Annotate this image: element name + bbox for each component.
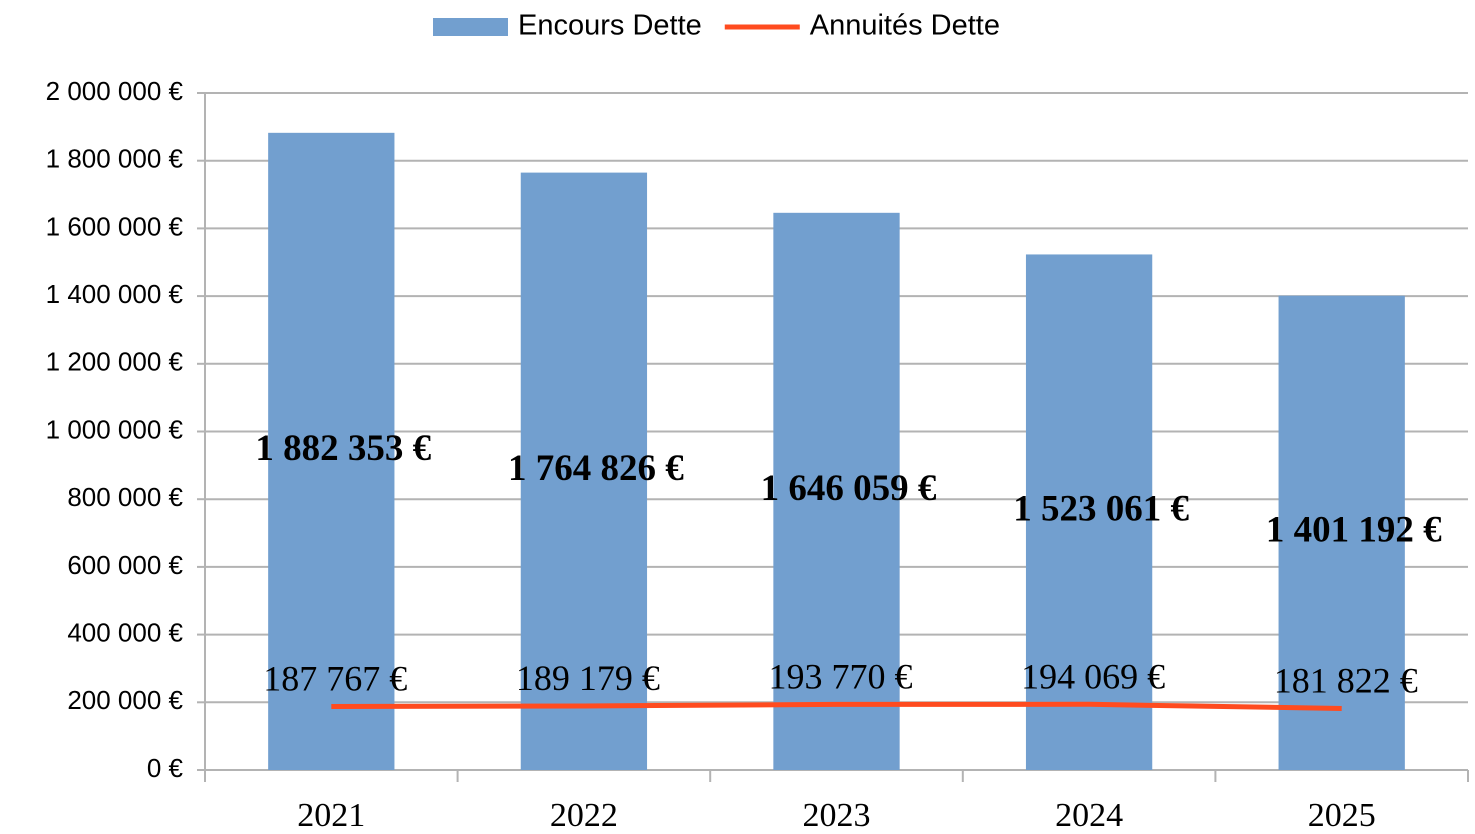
x-tick-label: 2021: [297, 797, 365, 834]
line-value-label: 187 767 €: [263, 659, 407, 699]
bar-value-label: 1 764 826 €: [508, 448, 684, 489]
bar-value-label: 1 401 192 €: [1266, 509, 1442, 550]
legend-label: Encours Dette: [518, 10, 702, 42]
bar: [773, 212, 900, 770]
line-value-label: 193 770 €: [769, 657, 913, 697]
line: [331, 701, 1342, 711]
y-tick-label: 2 000 000 €: [46, 76, 184, 106]
bar-value-label: 1 882 353 €: [255, 428, 431, 469]
bar-value-label: 1 523 061 €: [1013, 489, 1189, 530]
x-tick-label: 2023: [803, 797, 871, 834]
bar: [268, 132, 395, 771]
y-tick-label: 1 600 000 €: [46, 211, 184, 241]
y-tick-label: 400 000 €: [67, 617, 183, 647]
y-tick-label: 600 000 €: [67, 550, 183, 580]
y-tick-label: 1 400 000 €: [46, 279, 184, 309]
bar: [1025, 254, 1153, 770]
y-tick-label: 1 000 000 €: [46, 414, 184, 444]
x-tick-label: 2024: [1055, 797, 1123, 834]
legend-swatch: [433, 18, 508, 36]
y-tick-label: 200 000 €: [67, 685, 183, 715]
bar-value-label: 1 646 059 €: [761, 468, 937, 509]
line-value-label: 189 179 €: [516, 658, 660, 698]
x-tick-label: 2025: [1308, 797, 1376, 834]
line-value-label: 181 822 €: [1274, 661, 1418, 701]
legend-label: Annuités Dette: [810, 10, 1000, 42]
bar: [520, 172, 648, 771]
y-tick-label: 800 000 €: [67, 482, 183, 512]
bar: [1278, 295, 1405, 770]
y-tick-label: 1 800 000 €: [46, 144, 184, 174]
x-tick-label: 2022: [550, 797, 618, 834]
y-tick-label: 1 200 000 €: [46, 347, 184, 377]
y-tick-label: 0 €: [147, 753, 184, 783]
line-value-label: 194 069 €: [1021, 657, 1165, 697]
